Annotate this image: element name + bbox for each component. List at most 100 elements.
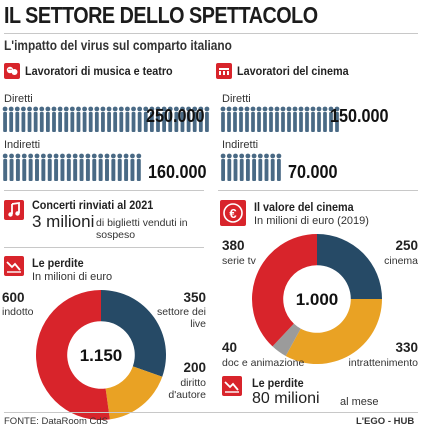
person-icon	[233, 153, 238, 181]
cinema-label-doc: doc e animazione	[222, 357, 305, 369]
person-icon	[69, 106, 75, 132]
person-icon	[173, 106, 179, 132]
person-icon	[39, 106, 45, 132]
person-icon	[8, 106, 14, 132]
person-icon	[250, 106, 256, 132]
person-icon	[117, 153, 123, 181]
person-icon	[286, 106, 292, 132]
person-icon	[34, 153, 40, 181]
person-icon	[130, 153, 135, 181]
person-icon	[110, 153, 116, 181]
cinema-value-serie-tv: 380	[222, 238, 245, 253]
cinema-value-intrattenimento: 330	[395, 340, 418, 355]
music-note-icon	[4, 200, 24, 220]
people-pictogram-cinema-direct	[220, 106, 340, 132]
person-icon	[155, 106, 161, 132]
person-icon	[310, 106, 316, 132]
section-divider-left-2	[4, 247, 204, 248]
losses-chart-icon	[222, 376, 242, 396]
person-icon	[268, 106, 274, 132]
person-icon	[322, 106, 328, 132]
cinema-label-cinema: cinema	[384, 255, 418, 267]
person-icon	[21, 153, 27, 181]
cinema-value-cinema: 250	[395, 238, 418, 253]
cinema-value-heading: Il valore del cinema	[254, 200, 354, 214]
person-icon	[76, 106, 81, 132]
donut-center-total: 1.000	[296, 290, 339, 309]
person-icon	[57, 106, 63, 132]
person-icon	[15, 153, 21, 181]
person-icon	[220, 153, 226, 181]
people-pictogram-music-direct	[2, 106, 210, 132]
title-divider	[4, 33, 418, 34]
people-pictogram-cinema-indirect	[220, 153, 282, 181]
person-icon	[85, 153, 91, 181]
losses-value-indotto: 600	[2, 290, 25, 305]
person-icon	[118, 106, 124, 132]
person-icon	[276, 153, 282, 181]
person-icon	[137, 106, 143, 132]
cinema-indirect-label: Indiretti	[222, 139, 259, 151]
person-icon	[280, 106, 286, 132]
losses-value-diritto: 200	[183, 360, 206, 375]
person-icon	[125, 106, 130, 132]
person-icon	[149, 106, 155, 132]
losses-chart-icon	[4, 256, 24, 276]
cinema-losses-value: 80 milioni	[252, 390, 320, 407]
cinema-workers-heading: Lavoratori del cinema	[237, 64, 349, 78]
person-icon	[72, 153, 78, 181]
person-icon	[9, 153, 14, 181]
music-direct-value: 250.000	[146, 106, 205, 126]
cinema-donut-chart: 1.000	[252, 234, 382, 364]
person-icon	[27, 106, 32, 132]
cinema-value-unit: In milioni di euro (2019)	[254, 215, 369, 227]
person-icon	[33, 106, 39, 132]
slice-doc-e-animazione	[272, 323, 301, 356]
person-icon	[53, 153, 59, 181]
footer-source: FONTE: DataRoom CdS	[4, 416, 108, 427]
person-icon	[112, 106, 118, 132]
person-icon	[91, 153, 97, 181]
person-icon	[167, 106, 173, 132]
music-direct-label: Diretti	[4, 93, 33, 105]
person-icon	[334, 106, 340, 132]
slice-settore-dei-live	[101, 290, 166, 377]
person-icon	[47, 153, 53, 181]
person-icon	[28, 153, 34, 181]
footer-credit: L'EGO - HUB	[356, 416, 415, 427]
cinema-losses-suffix: al mese	[340, 396, 379, 408]
person-icon	[2, 106, 8, 132]
section-divider-right	[218, 190, 418, 191]
person-icon	[131, 106, 136, 132]
person-icon	[63, 106, 69, 132]
cinema-seats-icon	[216, 63, 232, 79]
person-icon	[14, 106, 20, 132]
music-indirect-label: Indiretti	[4, 139, 41, 151]
euro-icon: €	[220, 200, 246, 226]
theatre-masks-icon	[4, 63, 20, 79]
concerts-heading: Concerti rinviati al 2021	[32, 198, 154, 212]
person-icon	[40, 153, 46, 181]
donut-center-total: 1.150	[80, 346, 123, 365]
losses-unit: In milioni di euro	[32, 271, 113, 283]
person-icon	[238, 106, 244, 132]
music-theatre-heading: Lavoratori di musica e teatro	[25, 64, 173, 78]
concerts-value: 3 milioni	[32, 212, 95, 231]
slice-serie-tv	[252, 234, 317, 347]
losses-donut-chart: 1.150	[36, 290, 166, 420]
person-icon	[232, 106, 238, 132]
concerts-text: di biglietti venduti in sospeso	[96, 217, 188, 241]
cinema-indirect-value: 70.000	[288, 162, 338, 182]
person-icon	[204, 106, 210, 132]
person-icon	[186, 106, 191, 132]
person-icon	[292, 106, 298, 132]
page-subtitle: L'impatto del virus sul comparto italian…	[4, 38, 232, 53]
person-icon	[262, 106, 268, 132]
person-icon	[82, 106, 87, 132]
losses-value-live: 350	[183, 290, 206, 305]
person-icon	[94, 106, 100, 132]
person-icon	[98, 153, 104, 181]
losses-heading: Le perdite	[32, 256, 84, 270]
person-icon	[244, 106, 250, 132]
person-icon	[143, 106, 149, 132]
